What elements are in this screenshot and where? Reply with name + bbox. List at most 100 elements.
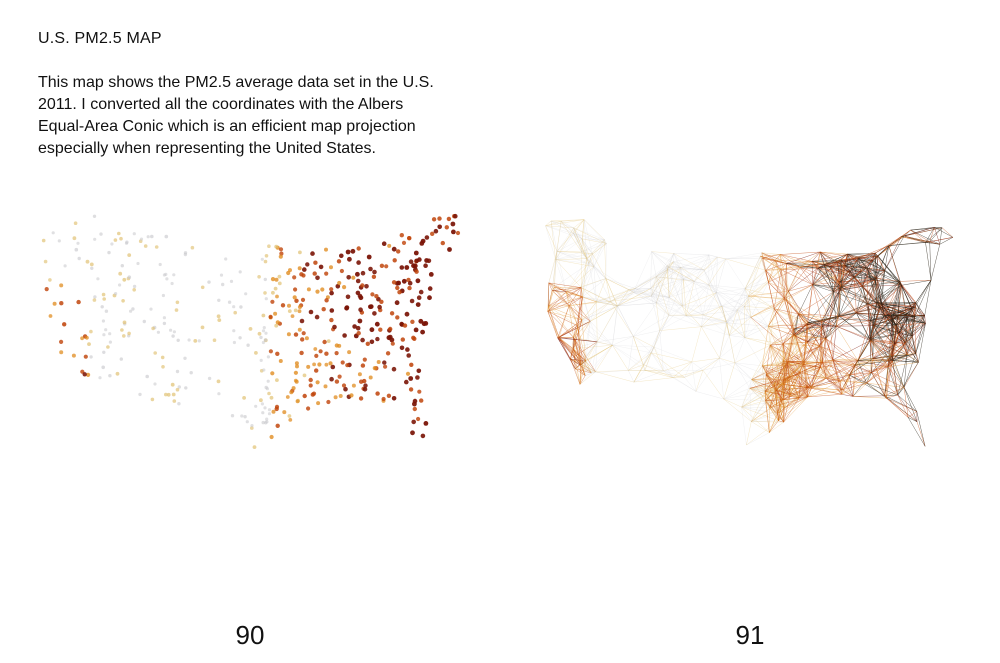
station-dot bbox=[401, 278, 407, 284]
mesh-edge bbox=[786, 263, 789, 292]
station-dot bbox=[172, 330, 176, 334]
mesh-edge bbox=[751, 413, 778, 422]
station-dot bbox=[108, 374, 112, 378]
mesh-edge bbox=[610, 301, 618, 307]
mesh-edge bbox=[838, 315, 874, 326]
mesh-edge bbox=[668, 267, 681, 298]
station-dot bbox=[48, 314, 53, 318]
mesh-edge bbox=[870, 340, 895, 345]
mesh-edge bbox=[726, 321, 728, 324]
mesh-edge bbox=[633, 276, 657, 293]
station-dot bbox=[259, 398, 263, 403]
mesh-edge bbox=[787, 361, 800, 373]
mesh-edge bbox=[588, 263, 595, 267]
station-dot bbox=[329, 308, 335, 313]
mesh-edge bbox=[934, 227, 954, 238]
mesh-edge bbox=[554, 286, 582, 288]
mesh-edge bbox=[701, 314, 704, 327]
mesh-edge bbox=[651, 251, 669, 268]
mesh-edge bbox=[741, 383, 775, 408]
station-dot bbox=[406, 353, 412, 358]
station-dot bbox=[146, 235, 150, 239]
mesh-edge bbox=[749, 388, 778, 414]
mesh-edge bbox=[768, 313, 799, 327]
mesh-edge bbox=[764, 391, 800, 399]
station-dot bbox=[100, 305, 104, 309]
mesh-edge bbox=[560, 221, 582, 253]
mesh-edge bbox=[881, 270, 885, 305]
mesh-edge bbox=[780, 254, 813, 262]
mesh-edge bbox=[555, 221, 562, 260]
station-dot bbox=[409, 362, 414, 367]
mesh-edge bbox=[581, 319, 591, 322]
mesh-edge bbox=[656, 302, 660, 331]
mesh-edge bbox=[550, 220, 574, 234]
mesh-edge bbox=[854, 364, 867, 384]
station-dot bbox=[238, 336, 242, 340]
mesh-edge bbox=[819, 251, 849, 272]
mesh-edge bbox=[820, 327, 823, 368]
mesh-edge bbox=[898, 315, 925, 334]
mesh-edge bbox=[685, 315, 702, 327]
station-dot bbox=[318, 264, 324, 270]
mesh-edge bbox=[856, 312, 871, 321]
mesh-edge bbox=[751, 379, 776, 391]
mesh-edge bbox=[550, 220, 556, 260]
mesh-edge bbox=[749, 388, 752, 422]
mesh-edge bbox=[596, 289, 629, 303]
mesh-edge bbox=[580, 253, 593, 288]
mesh-edge bbox=[825, 359, 834, 379]
mesh-edge bbox=[610, 288, 651, 302]
mesh-edge bbox=[841, 286, 857, 314]
mesh-edge bbox=[741, 406, 770, 409]
mesh-edge bbox=[770, 343, 783, 346]
mesh-edge bbox=[551, 290, 583, 321]
station-dot bbox=[326, 339, 331, 343]
mesh-edge bbox=[847, 253, 877, 279]
mesh-edge bbox=[682, 292, 717, 307]
mesh-edge bbox=[894, 335, 913, 345]
station-dot bbox=[416, 368, 422, 374]
station-dot bbox=[257, 331, 262, 336]
station-dot bbox=[362, 357, 367, 362]
mesh-edge bbox=[547, 305, 570, 312]
mesh-edge bbox=[580, 287, 591, 322]
mesh-edge bbox=[741, 388, 751, 408]
mesh-edge bbox=[734, 344, 771, 364]
mesh-edge bbox=[838, 303, 868, 317]
station-dot bbox=[175, 369, 180, 374]
mesh-edge bbox=[582, 362, 586, 376]
mesh-edge bbox=[668, 279, 684, 316]
mesh-edge bbox=[653, 347, 664, 371]
mesh-edge bbox=[628, 336, 634, 371]
mesh-edge bbox=[719, 335, 730, 359]
station-dot bbox=[138, 392, 142, 397]
mesh-edge bbox=[793, 334, 826, 339]
station-dot bbox=[374, 321, 380, 327]
mesh-edge bbox=[911, 280, 932, 309]
mesh-edge bbox=[628, 370, 664, 372]
mesh-edge bbox=[836, 287, 842, 327]
station-dot bbox=[266, 379, 270, 383]
mesh-edge bbox=[782, 341, 808, 345]
mesh-edge bbox=[554, 263, 590, 288]
mesh-edge bbox=[667, 253, 675, 270]
station-dot bbox=[336, 259, 342, 264]
mesh-edge bbox=[884, 315, 926, 324]
station-dot bbox=[375, 336, 380, 342]
mesh-edge bbox=[774, 308, 809, 323]
mesh-edge bbox=[866, 255, 879, 268]
station-dot bbox=[150, 234, 154, 239]
mesh-edge bbox=[691, 361, 704, 371]
mesh-edge bbox=[668, 278, 684, 298]
mesh-edge bbox=[764, 391, 779, 421]
mesh-edge bbox=[866, 252, 876, 268]
mesh-edge bbox=[555, 259, 594, 267]
mesh-edge bbox=[597, 341, 613, 346]
mesh-edge bbox=[573, 325, 579, 349]
mesh-edge bbox=[650, 265, 668, 289]
mesh-edge bbox=[924, 280, 932, 316]
station-dot bbox=[71, 353, 76, 358]
station-dot bbox=[397, 290, 402, 295]
mesh-edge bbox=[693, 254, 710, 282]
